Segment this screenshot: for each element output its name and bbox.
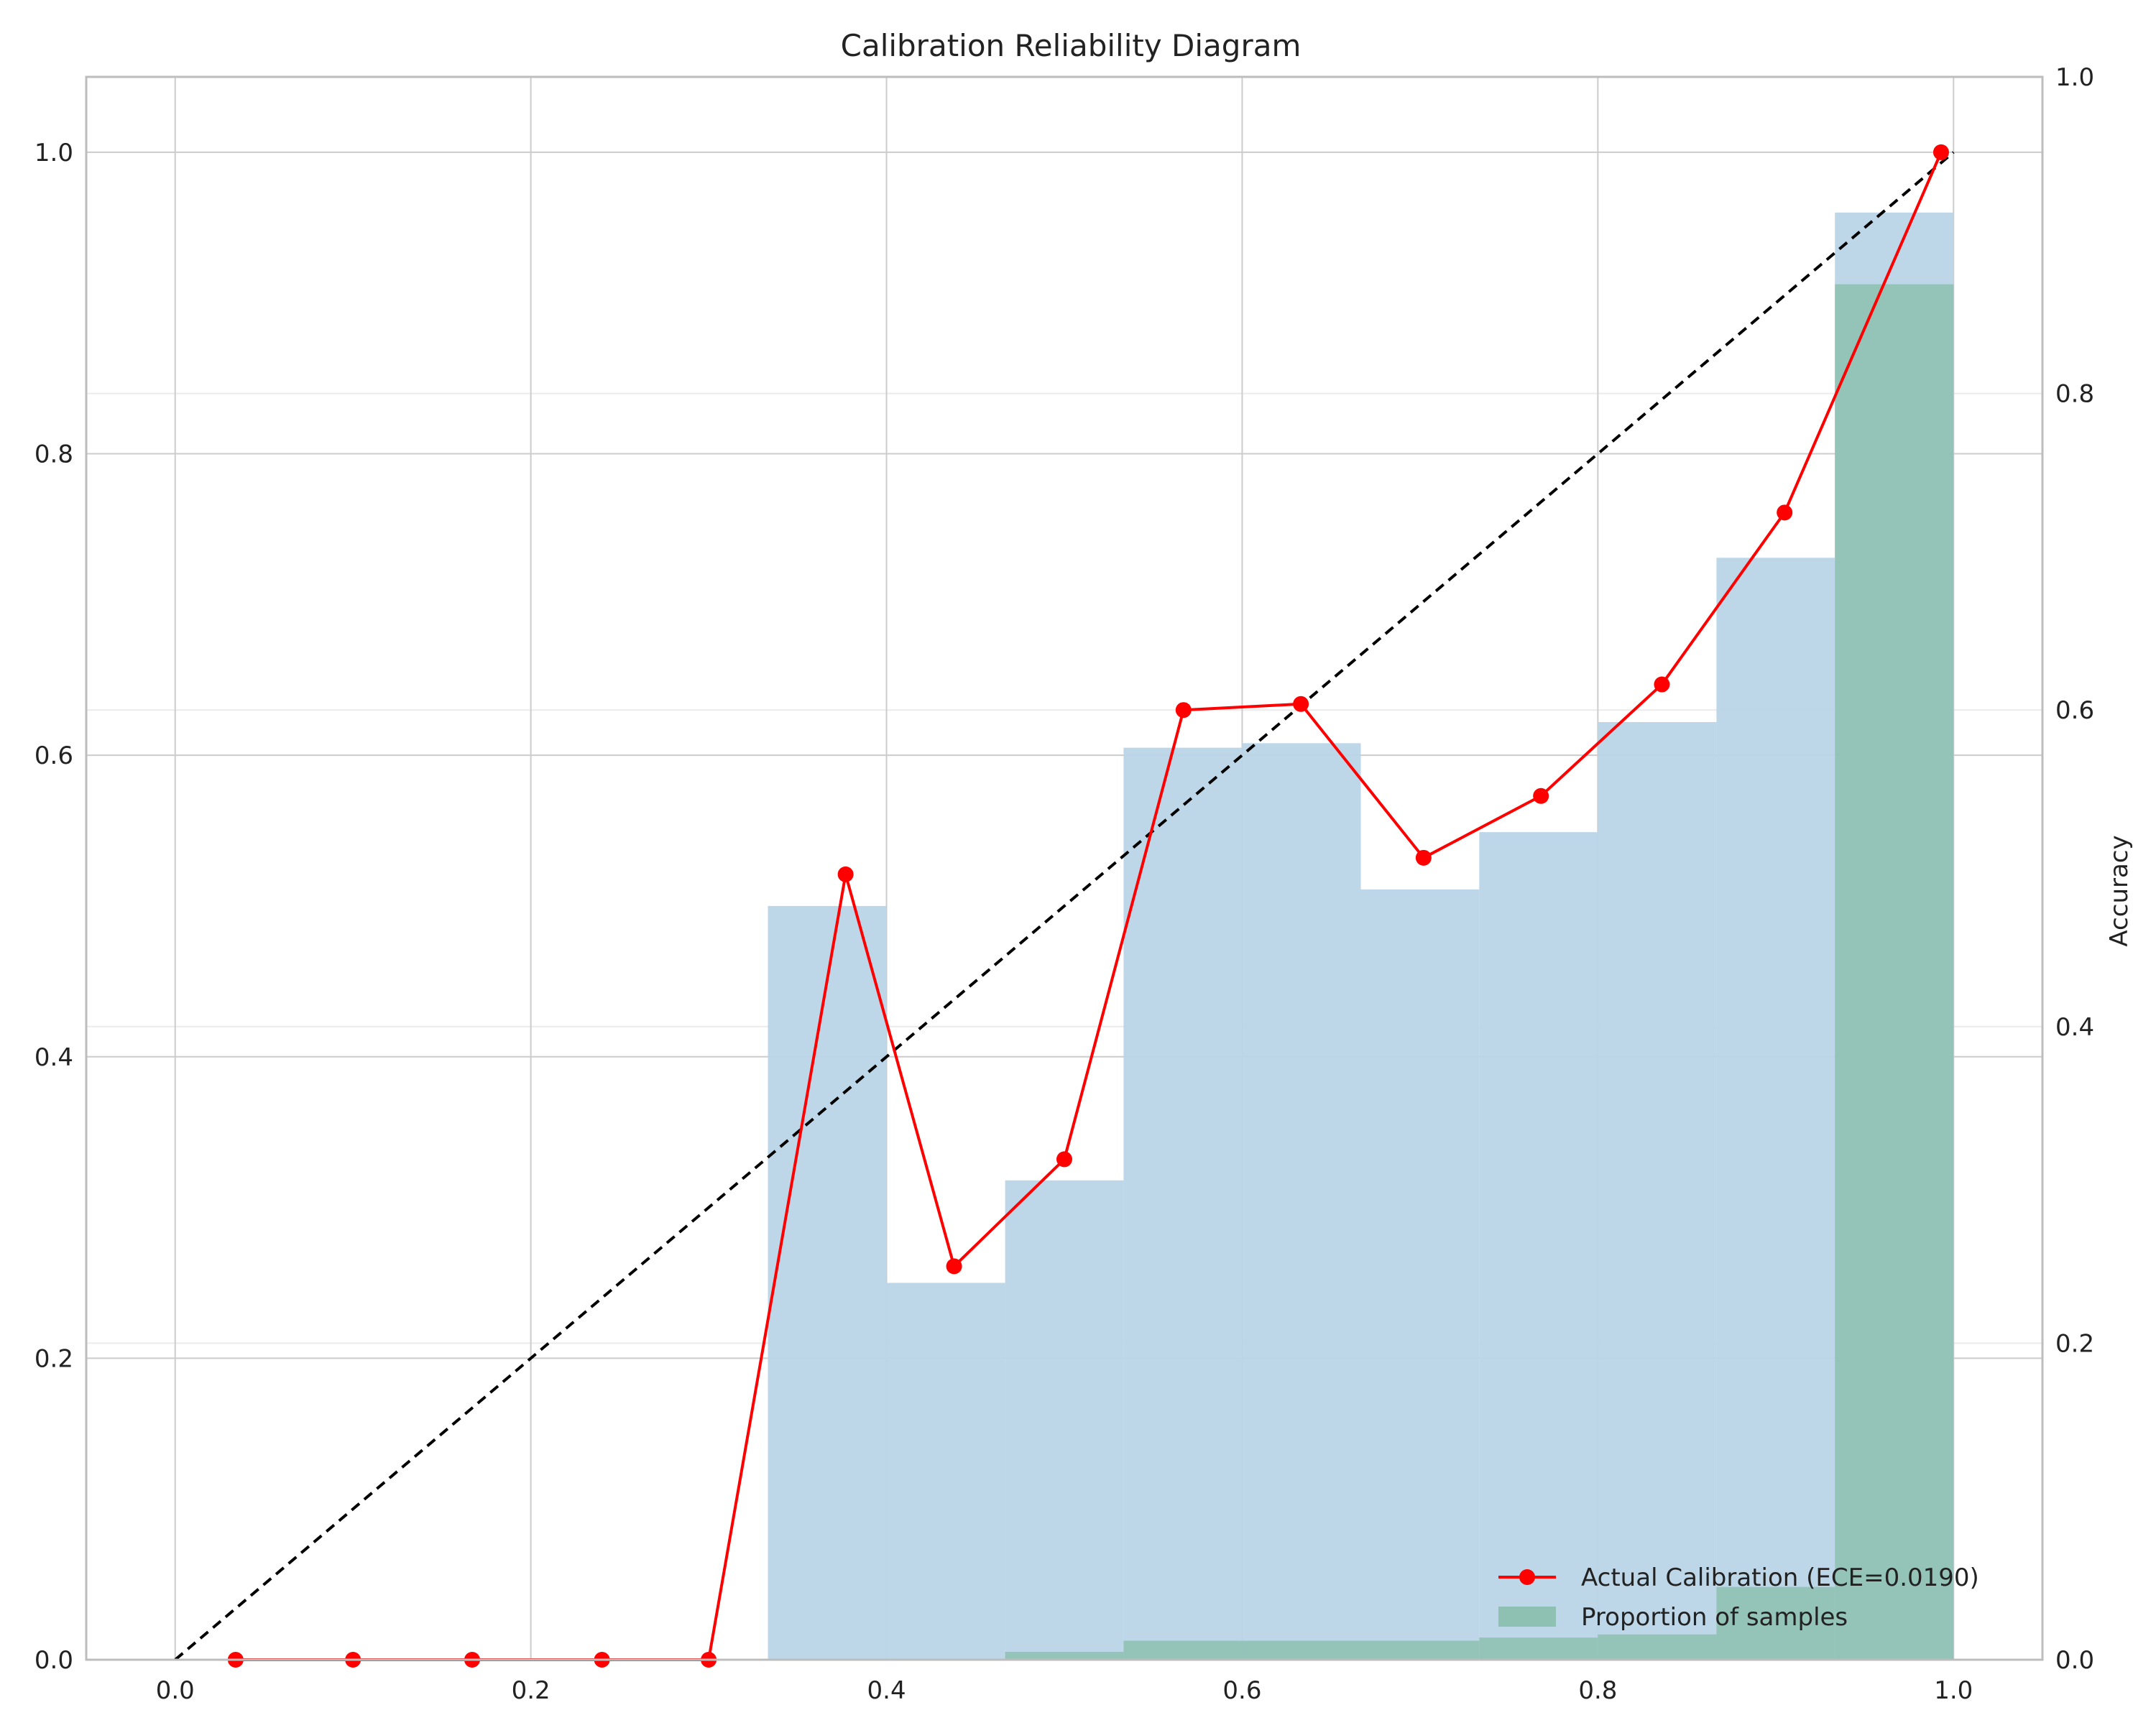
y-left-tick-label: 0.0 (34, 1646, 73, 1675)
x-tick-label: 0.6 (1222, 1676, 1261, 1705)
accuracy-bar (1479, 832, 1598, 1660)
accuracy-bar (768, 905, 887, 1660)
proportion-bar (1005, 1651, 1124, 1660)
y-left-tick-label: 0.2 (34, 1344, 73, 1373)
plot-border (85, 75, 2044, 1661)
y-right-tick-label: 0.0 (2055, 1646, 2094, 1675)
x-tick-label: 0.4 (867, 1676, 906, 1705)
legend: Actual Calibration (ECE=0.0190) Proporti… (1498, 1563, 1979, 1632)
y-right-tick-label: 0.4 (2055, 1013, 2094, 1042)
y-right-tick-label: 0.6 (2055, 696, 2094, 725)
legend-label-proportion: Proportion of samples (1581, 1603, 1848, 1632)
legend-patch-proportion (1498, 1607, 1556, 1627)
proportion-bar (1835, 284, 1954, 1660)
proportion-bar (1242, 1640, 1361, 1660)
calibration-point (1175, 702, 1192, 719)
accuracy-bar (1716, 558, 1835, 1660)
x-tick-label: 1.0 (1934, 1676, 1973, 1705)
proportion-bar (1360, 1640, 1480, 1660)
legend-point-marker (1519, 1569, 1535, 1585)
calibration-point (1415, 849, 1432, 866)
calibration-point (837, 866, 854, 882)
chart-title: Calibration Reliability Diagram (841, 28, 1302, 63)
y-right-tick-label: 0.8 (2055, 380, 2094, 409)
proportion-bar (1123, 1640, 1243, 1660)
y-left-tick-labels: 0.0 0.2 0.4 0.6 0.8 1.0 (34, 139, 73, 1675)
calibration-point (1777, 504, 1793, 521)
plot-frame (85, 75, 2044, 1661)
x-tick-labels: 0.0 0.2 0.4 0.6 0.8 1.0 (156, 1676, 1973, 1705)
calibration-point (1932, 144, 1949, 160)
proportion-bar (1716, 1586, 1835, 1660)
y-left-tick-label: 0.6 (34, 741, 73, 770)
x-tick-label: 0.8 (1578, 1676, 1617, 1705)
perfect-calibration-line (174, 151, 1955, 1661)
accuracy-bar (1242, 743, 1361, 1660)
proportion-bar (1479, 1637, 1598, 1660)
legend-label-calibration: Actual Calibration (ECE=0.0190) (1581, 1563, 1979, 1592)
calibration-point (1056, 1151, 1072, 1168)
proportion-bar (1598, 1634, 1717, 1660)
calibration-point (1654, 676, 1670, 693)
accuracy-bar (1598, 721, 1717, 1660)
y-left-tick-label: 0.8 (34, 440, 73, 469)
accuracy-bar (1123, 747, 1243, 1660)
calibration-point (946, 1258, 962, 1275)
accuracy-bar (1360, 889, 1480, 1660)
accuracy-bar (886, 1283, 1005, 1660)
y-left-tick-label: 1.0 (34, 139, 73, 167)
perfect-calibration-line-path (174, 151, 1955, 1661)
calibration-point (1293, 696, 1309, 712)
y-right-tick-labels: 0.0 0.2 0.4 0.6 0.8 1.0 (2055, 63, 2094, 1675)
x-tick-label: 0.0 (156, 1676, 195, 1705)
y-right-tick-label: 1.0 (2055, 63, 2094, 92)
y-right-tick-label: 0.2 (2055, 1329, 2094, 1358)
y-right-axis-label: Accuracy (2105, 835, 2134, 946)
x-tick-label: 0.2 (512, 1676, 550, 1705)
accuracy-bar (1005, 1180, 1124, 1660)
y-left-tick-label: 0.4 (34, 1043, 73, 1072)
calibration-point (1533, 787, 1549, 804)
proportion-bars (1005, 284, 1954, 1660)
